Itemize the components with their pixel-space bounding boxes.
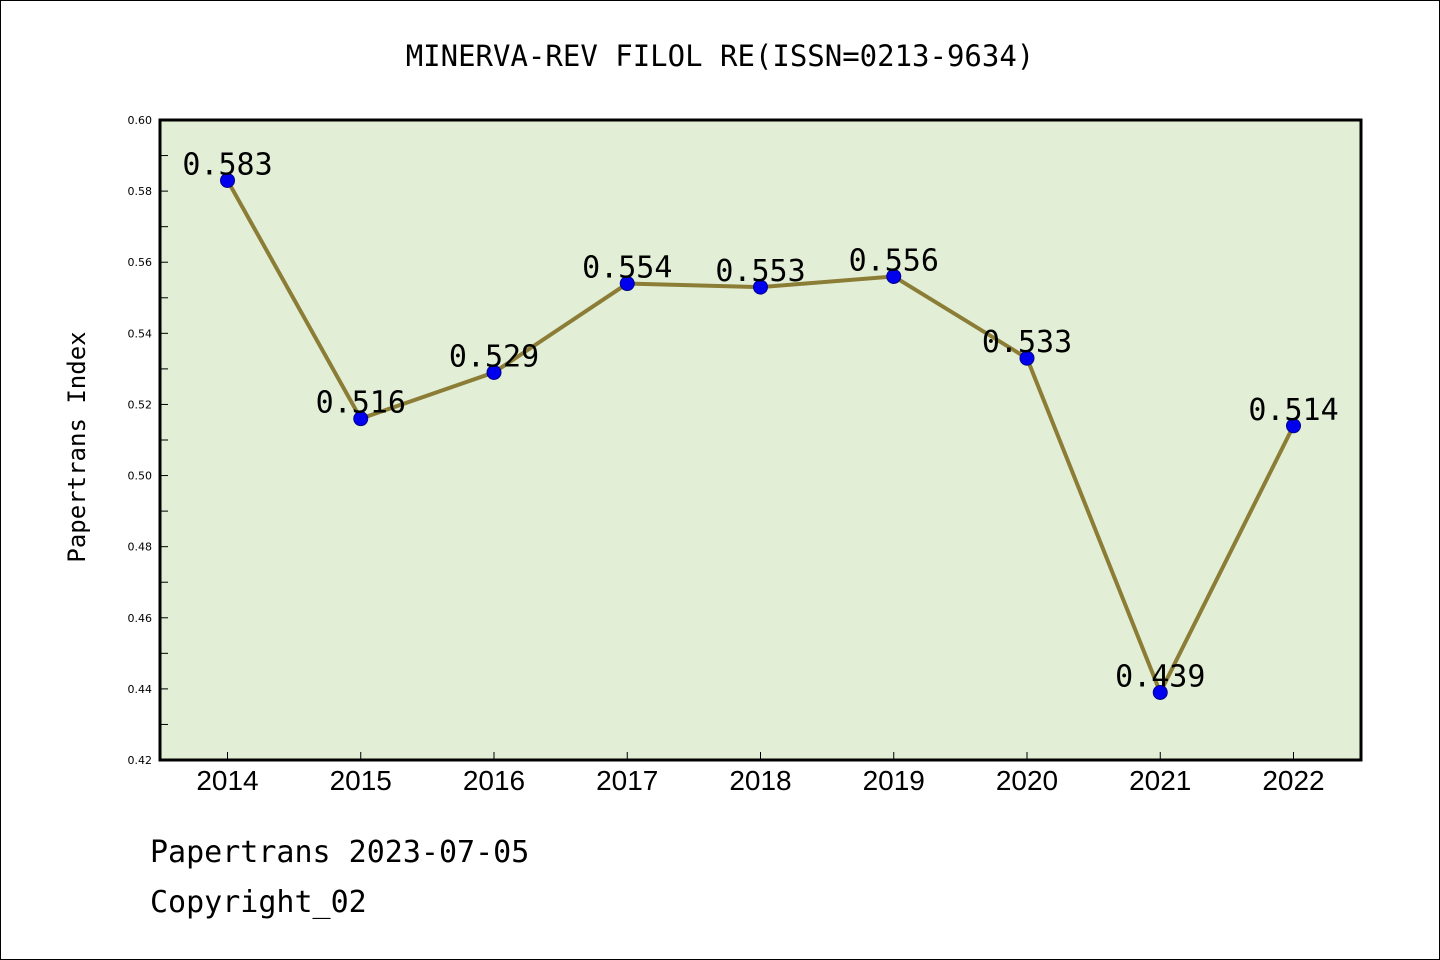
y-tick-label: 0.46 <box>128 612 153 625</box>
data-point <box>353 411 369 427</box>
y-tick-label: 0.58 <box>128 185 153 198</box>
data-point <box>220 172 235 188</box>
plot-area <box>158 118 1363 762</box>
data-point <box>619 276 635 292</box>
x-axis: 2014 2015 2016 2017 2018 2019 2020 2021 2022 <box>196 752 1325 796</box>
data-label: 0.554 <box>582 251 672 286</box>
x-tick-label: 2022 <box>1262 765 1324 796</box>
x-tick-label: 2014 <box>196 765 258 796</box>
data-label: 0.553 <box>715 254 805 289</box>
y-tick-label: 0.42 <box>128 754 153 767</box>
x-tick-label: 2020 <box>996 765 1058 796</box>
data-label: 0.533 <box>982 325 1072 360</box>
data-label: 0.439 <box>1115 659 1205 694</box>
y-axis-label: Papertrans Index <box>63 331 91 562</box>
y-axis: 0.42 0.44 0.46 0.48 0.50 0.52 0.54 0.56 0.58 0.60 <box>128 114 168 767</box>
data-points <box>220 172 1301 700</box>
data-label: 0.514 <box>1248 393 1338 428</box>
x-tick-label: 2015 <box>330 765 392 796</box>
source-footer: Papertrans 2023-07-05 <box>150 835 530 870</box>
y-tick-label: 0.52 <box>128 398 153 411</box>
data-point <box>1019 350 1035 366</box>
chart-title: MINERVA-REV FILOL RE(ISSN=0213-9634) <box>406 39 1035 73</box>
copyright-footer: Copyright_02 <box>150 885 367 920</box>
y-tick-label: 0.48 <box>128 541 153 554</box>
x-tick-label: 2018 <box>729 765 791 796</box>
y-tick-label: 0.44 <box>128 683 153 696</box>
y-tick-label: 0.56 <box>128 256 153 269</box>
data-label: 0.556 <box>849 243 939 278</box>
x-tick-label: 2019 <box>863 765 925 796</box>
data-labels: 0.583 0.516 0.529 0.554 0.553 0.556 0.533 0.439… <box>182 147 1338 694</box>
data-label: 0.529 <box>449 339 539 374</box>
data-point <box>1152 684 1168 700</box>
data-point <box>486 364 502 380</box>
x-tick-label: 2017 <box>596 765 658 796</box>
data-label: 0.583 <box>182 147 272 182</box>
y-tick-label: 0.50 <box>128 470 153 483</box>
x-tick-label: 2016 <box>463 765 525 796</box>
data-point <box>753 279 768 295</box>
data-point <box>886 268 902 284</box>
y-tick-label: 0.60 <box>128 114 153 127</box>
x-tick-label: 2021 <box>1129 765 1191 796</box>
data-point <box>1286 418 1301 434</box>
y-tick-label: 0.54 <box>128 327 153 340</box>
data-label: 0.516 <box>316 386 406 421</box>
